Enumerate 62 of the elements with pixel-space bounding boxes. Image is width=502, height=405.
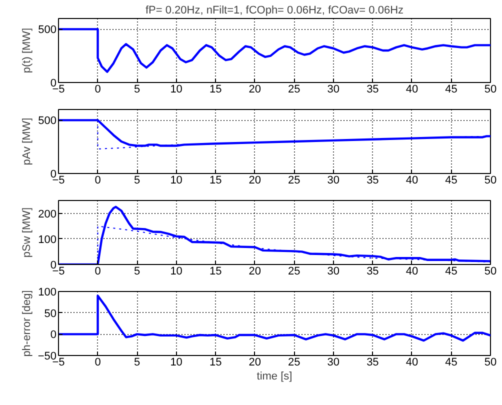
y-tick-label: 500 [38, 24, 57, 36]
x-tick-label: 45 [445, 266, 458, 278]
x-tick-label: 25 [288, 84, 300, 96]
y-tick-label: 100 [38, 234, 57, 246]
y-tick-label: 500 [38, 115, 57, 128]
x-tick-label: 0 [94, 266, 101, 278]
y-axis-title: ph-error [deg] [20, 290, 33, 357]
x-tick-label: −5 [52, 266, 65, 278]
line-series [58, 28, 490, 73]
x-tick-label: 25 [288, 356, 300, 368]
x-tick-label: 20 [248, 356, 261, 368]
x-axis-title: time [s] [256, 370, 292, 382]
x-tick-label: 5 [134, 266, 140, 278]
x-tick-label: 35 [366, 84, 379, 96]
x-tick-label: 45 [445, 356, 458, 368]
y-axis-title: pSw [MW] [21, 207, 34, 258]
x-tick-label: 25 [288, 174, 300, 186]
x-tick-label: 50 [484, 84, 497, 96]
x-tick-label: 50 [484, 266, 497, 278]
x-tick-label: 30 [327, 266, 340, 278]
x-tick-label: 30 [327, 356, 340, 368]
x-tick-label: 0 [94, 84, 101, 96]
x-tick-label: −5 [52, 84, 65, 96]
y-axis-title: p(t) [MW] [21, 28, 34, 74]
line-series [58, 294, 490, 342]
x-tick-label: 0 [94, 174, 101, 186]
x-tick-label: 40 [406, 266, 418, 278]
y-tick-label: 50 [44, 308, 57, 320]
x-tick-label: 50 [484, 356, 497, 368]
x-tick-label: 10 [170, 174, 182, 186]
x-tick-label: 35 [366, 266, 379, 278]
y-axis-title: pAv [MW] [21, 118, 34, 166]
x-tick-label: 10 [170, 84, 182, 96]
x-tick-label: 15 [209, 174, 222, 186]
x-tick-label: 40 [406, 174, 418, 186]
x-tick-label: 30 [327, 174, 340, 186]
x-tick-label: 0 [94, 356, 101, 368]
x-tick-label: 20 [248, 84, 261, 96]
x-tick-label: 20 [248, 174, 261, 186]
x-tick-label: 5 [134, 356, 140, 368]
x-tick-label: 40 [406, 356, 418, 368]
x-tick-label: 10 [170, 356, 182, 368]
x-tick-label: 10 [170, 266, 182, 278]
x-tick-label: 35 [366, 174, 379, 186]
x-tick-label: 40 [406, 84, 418, 96]
x-tick-label: 5 [134, 174, 140, 186]
x-tick-label: 15 [209, 266, 222, 278]
x-tick-label: 45 [445, 174, 458, 186]
x-tick-label: 30 [327, 84, 340, 96]
chart-title: fP= 0.20Hz, nFilt=1, fCOph= 0.06Hz, fCOav= 0.06Hz [145, 4, 404, 16]
x-tick-label: 35 [366, 356, 379, 368]
x-tick-label: 25 [288, 266, 300, 278]
x-tick-label: 15 [209, 84, 222, 96]
x-tick-label: 50 [484, 174, 497, 186]
x-tick-label: 20 [248, 266, 261, 278]
x-tick-label: 5 [134, 84, 140, 96]
y-tick-label: 200 [38, 208, 57, 220]
x-tick-label: 15 [209, 356, 222, 368]
y-tick-label: 100 [38, 286, 57, 298]
x-tick-label: −5 [52, 174, 65, 186]
y-tick-label: 0 [50, 329, 57, 342]
x-tick-label: 45 [445, 84, 458, 96]
